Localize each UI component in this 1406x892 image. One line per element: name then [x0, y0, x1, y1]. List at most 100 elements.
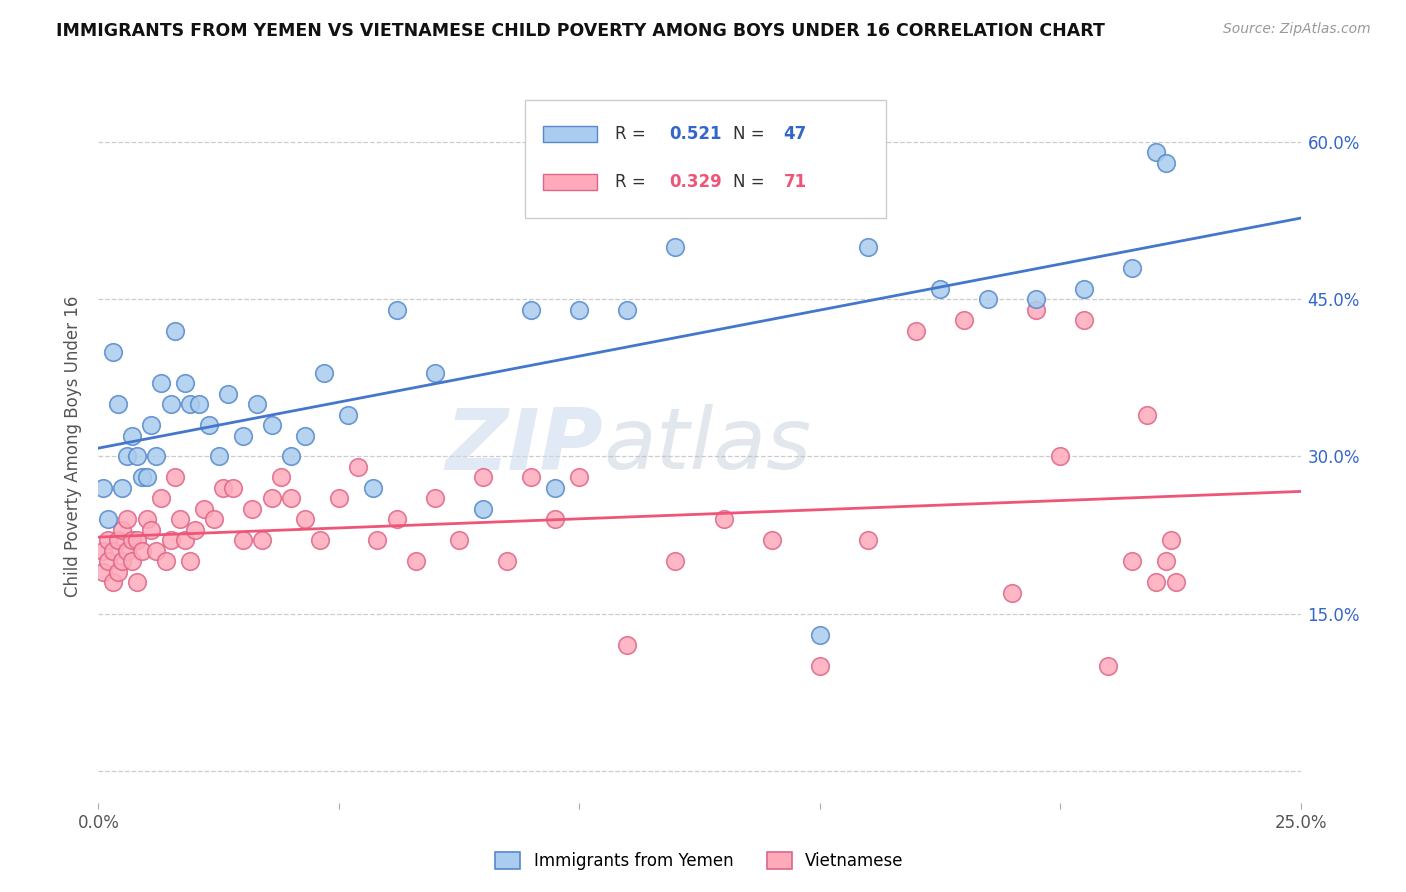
Point [135, 470, 157, 484]
Point [280, 450, 302, 464]
Point [856, 533, 879, 548]
Point [328, 491, 350, 506]
Point [1073, 282, 1095, 296]
Point [117, 512, 139, 526]
Point [165, 324, 187, 338]
Point [568, 470, 591, 484]
Point [1160, 533, 1182, 548]
Text: N =: N = [733, 173, 770, 191]
Point [101, 344, 124, 359]
Point [977, 292, 1000, 306]
Point [1025, 302, 1047, 317]
Point [308, 533, 330, 548]
Point [856, 239, 879, 253]
Point [270, 470, 292, 484]
Text: R =: R = [616, 173, 651, 191]
Point [928, 282, 950, 296]
Point [713, 512, 735, 526]
Point [121, 428, 143, 442]
Point [260, 417, 283, 432]
Point [145, 450, 167, 464]
Point [1154, 554, 1177, 568]
Point [179, 554, 201, 568]
Point [125, 533, 148, 548]
Point [294, 428, 316, 442]
Text: 0.329: 0.329 [669, 173, 723, 191]
Point [149, 491, 172, 506]
Point [107, 533, 129, 548]
Point [111, 523, 134, 537]
Text: atlas: atlas [603, 404, 811, 488]
Point [135, 512, 157, 526]
Point [107, 397, 129, 411]
Point [472, 470, 495, 484]
Point [159, 533, 181, 548]
Point [347, 460, 370, 475]
Point [616, 302, 638, 317]
Point [188, 397, 211, 411]
Point [385, 302, 408, 317]
Point [1164, 575, 1187, 590]
Point [1136, 408, 1159, 422]
Point [125, 450, 148, 464]
Point [121, 533, 143, 548]
FancyBboxPatch shape [543, 174, 598, 190]
Point [111, 481, 134, 495]
Point [101, 544, 124, 558]
Point [131, 544, 153, 558]
Point [198, 417, 221, 432]
Point [97, 512, 120, 526]
Y-axis label: Child Poverty Among Boys Under 16: Child Poverty Among Boys Under 16 [65, 295, 83, 597]
Point [141, 417, 163, 432]
Text: 71: 71 [783, 173, 807, 191]
Point [169, 512, 191, 526]
Point [520, 302, 543, 317]
Text: IMMIGRANTS FROM YEMEN VS VIETNAMESE CHILD POVERTY AMONG BOYS UNDER 16 CORRELATIO: IMMIGRANTS FROM YEMEN VS VIETNAMESE CHIL… [56, 22, 1105, 40]
Point [179, 397, 201, 411]
Point [1097, 659, 1119, 673]
FancyBboxPatch shape [526, 100, 886, 218]
Point [1073, 313, 1095, 327]
Point [91, 565, 114, 579]
Point [568, 302, 591, 317]
Point [447, 533, 470, 548]
Point [91, 481, 114, 495]
Point [222, 481, 245, 495]
Point [117, 450, 139, 464]
Point [232, 428, 254, 442]
Point [1144, 575, 1167, 590]
Point [111, 554, 134, 568]
Point [520, 470, 543, 484]
Point [361, 481, 384, 495]
Point [159, 397, 181, 411]
FancyBboxPatch shape [543, 127, 598, 142]
Point [953, 313, 976, 327]
Point [337, 408, 360, 422]
Point [174, 376, 197, 390]
Text: 47: 47 [783, 125, 807, 143]
Point [121, 554, 143, 568]
Point [97, 554, 120, 568]
Point [472, 502, 495, 516]
Point [174, 533, 197, 548]
Point [246, 397, 269, 411]
Point [212, 481, 235, 495]
Text: 0.521: 0.521 [669, 125, 721, 143]
Point [183, 523, 205, 537]
Point [385, 512, 408, 526]
Point [117, 544, 139, 558]
Point [1049, 450, 1071, 464]
Point [91, 544, 114, 558]
Point [423, 491, 446, 506]
Text: ZIP: ZIP [446, 404, 603, 488]
Point [496, 554, 519, 568]
Point [664, 554, 686, 568]
Point [713, 187, 735, 202]
Point [294, 512, 316, 526]
Point [544, 512, 567, 526]
Point [405, 554, 427, 568]
Point [664, 239, 686, 253]
Point [808, 659, 831, 673]
Point [240, 502, 263, 516]
Point [1121, 260, 1143, 275]
